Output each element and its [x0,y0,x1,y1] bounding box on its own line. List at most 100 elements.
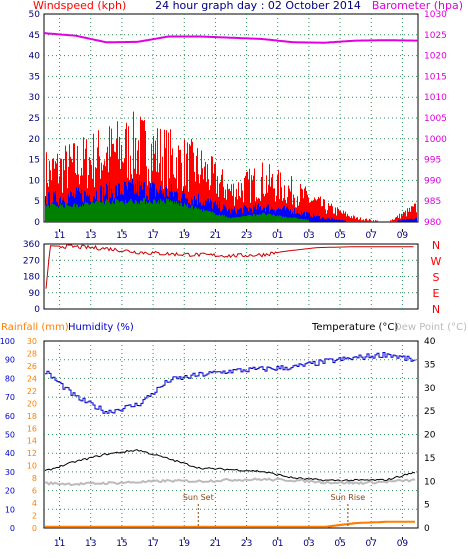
humidity-tick-label: 30 [5,468,15,477]
temp-panel-xtick-label: 01 [272,539,283,549]
sun-set-label: Sun Set [183,493,214,502]
rainfall-tick-label: 16 [27,424,37,433]
temperature-tick-label: 20 [424,431,436,441]
temperature-axis-title: Temperature (°C) [311,322,398,333]
temp-panel-xtick-label: 13 [85,539,96,549]
windspeed-tick-label: 45 [29,31,40,41]
temperature-tick-label: 15 [424,454,435,464]
temperature-tick-label: 30 [424,384,436,394]
temp-panel-xtick-label: 11 [54,539,65,549]
windspeed-tick-label: 5 [34,197,40,207]
compass-label: S [433,271,440,284]
wind-panel-xtick-label: 01 [272,231,283,241]
windspeed-tick-label: 30 [29,93,41,103]
rainfall-tick-label: 22 [27,387,37,396]
temp-panel-xtick-label: 23 [241,539,252,549]
windspeed-tick-label: 40 [29,52,41,62]
rainfall-tick-label: 2 [32,512,37,521]
wind-panel-xtick-label: 13 [85,231,96,241]
rainfall-tick-label: 12 [27,449,37,458]
compass-label: E [433,287,440,300]
temp-humidity-panel: 0102030405060708090100024681012141618202… [0,337,436,549]
rainfall-tick-label: 4 [32,499,37,508]
sun-rise-label: Sun Rise [331,493,366,502]
barometer-tick-label: 1020 [424,52,447,62]
wind-panel-xtick-label: 19 [179,231,191,241]
wind-panel-xtick-label: 15 [116,231,127,241]
rainfall-tick-label: 6 [32,487,37,496]
rainfall-line [45,520,415,528]
rainfall-tick-label: 28 [27,349,37,358]
barometer-tick-label: 990 [424,176,441,186]
humidity-tick-label: 50 [5,431,15,440]
wind-panel-xtick-label: 17 [147,231,158,241]
rainfall-tick-label: 10 [27,462,37,471]
temp-panel-xtick-label: 03 [303,539,314,549]
temperature-tick-label: 40 [424,337,436,347]
barometer-axis-title: Barometer (hpa) [372,0,463,12]
temp-panel-xtick-label: 21 [210,539,221,549]
temp-panel-xtick-label: 17 [147,539,158,549]
humidity-tick-label: 60 [5,412,15,421]
barometer-tick-label: 1015 [424,72,447,82]
direction-tick-label: 90 [29,289,41,299]
rainfall-axis-title: Rainfall (mm) [1,322,69,333]
direction-tick-label: 360 [23,240,40,250]
wind-barometer-panel: 0510152025303540455098098599099510001005… [29,10,448,241]
humidity-tick-label: 100 [0,337,15,346]
windspeed-tick-label: 15 [29,156,40,166]
temperature-tick-label: 25 [424,407,435,417]
humidity-tick-label: 40 [5,449,15,458]
humidity-tick-label: 70 [5,393,15,402]
barometer-tick-label: 1025 [424,31,447,41]
temperature-tick-label: 10 [424,477,436,487]
temperature-tick-label: 5 [424,501,430,511]
barometer-tick-label: 1005 [424,114,447,124]
wind-panel-xtick-label: 07 [366,231,377,241]
direction-tick-label: 180 [23,273,40,283]
temp-panel-xtick-label: 07 [366,539,377,549]
rainfall-tick-label: 30 [27,337,37,346]
windspeed-tick-label: 10 [29,176,41,186]
direction-tick-label: 0 [34,305,40,315]
humidity-tick-label: 10 [5,505,15,514]
direction-tick-label: 270 [23,256,40,266]
barometer-line [43,32,418,44]
wind-panel-xtick-label: 21 [210,231,221,241]
windspeed-tick-label: 35 [29,72,40,82]
windspeed-tick-label: 0 [34,218,40,228]
barometer-tick-label: 1010 [424,93,447,103]
wind-panel-xtick-label: 03 [303,231,314,241]
temperature-tick-label: 0 [424,524,430,534]
barometer-tick-label: 985 [424,197,441,207]
barometer-tick-label: 980 [424,218,441,228]
compass-label: W [431,255,442,268]
windspeed-tick-label: 20 [29,135,41,145]
barometer-tick-label: 995 [424,156,441,166]
rainfall-tick-label: 8 [32,474,37,483]
barometer-tick-label: 1030 [424,10,447,20]
windspeed-tick-label: 25 [29,114,40,124]
humidity-tick-label: 90 [5,356,15,365]
dew-point-axis-title: Dew Point (°C) [394,322,467,333]
barometer-tick-label: 1000 [424,135,447,145]
rainfall-tick-label: 20 [27,399,37,408]
temp-panel-xtick-label: 09 [397,539,409,549]
humidity-tick-label: 0 [10,524,15,533]
rainfall-tick-label: 18 [27,412,37,421]
wind-average-bar [45,198,309,222]
humidity-tick-label: 80 [5,374,15,383]
temp-humidity-header: Rainfall (mm) Humidity (%) Temperature (… [1,322,467,333]
humidity-tick-label: 20 [5,487,15,496]
wind-panel-xtick-label: 09 [397,231,409,241]
temperature-tick-label: 35 [424,360,435,370]
wind-panel-xtick-label: 11 [54,231,65,241]
humidity-line [45,352,416,414]
chart-title: 24 hour graph day : 02 October 2014 [155,0,361,12]
rainfall-tick-label: 24 [27,374,37,383]
temp-panel-xtick-label: 15 [116,539,127,549]
windspeed-axis-title: Windspeed (kph) [33,0,126,12]
dew-point-line [45,477,416,487]
